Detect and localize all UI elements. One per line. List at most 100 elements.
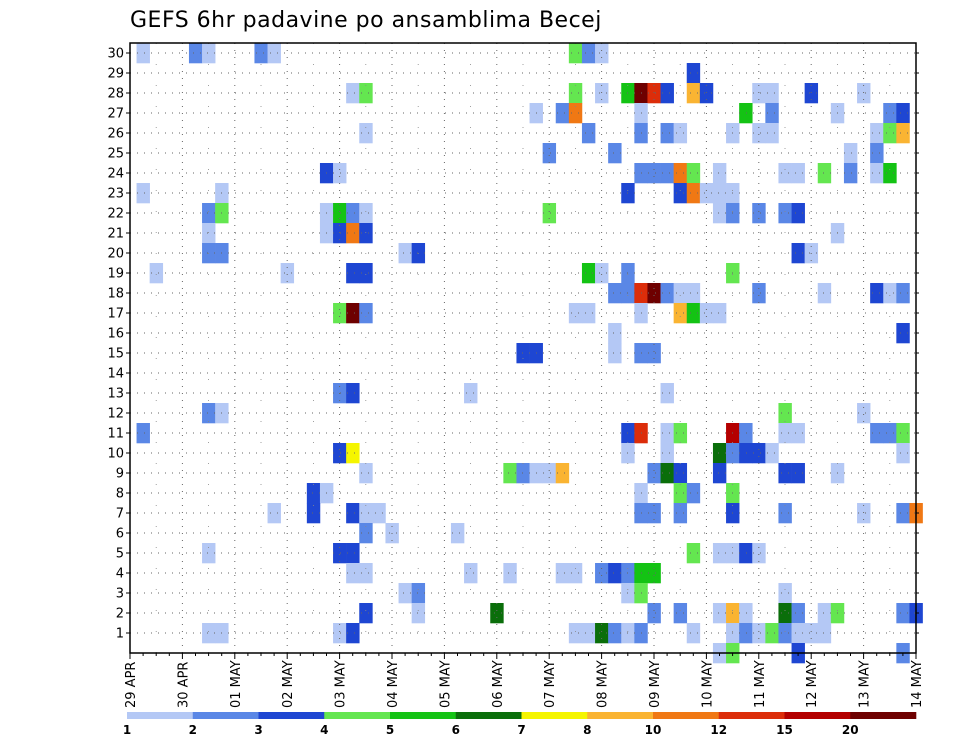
y-tick-label: 25 <box>107 147 124 162</box>
precip-cell <box>359 563 373 584</box>
y-tick-label: 2 <box>116 607 124 622</box>
colorbar-swatch <box>192 712 259 719</box>
precip-cell <box>686 303 701 324</box>
precip-cell <box>595 83 609 104</box>
precip-cell <box>778 623 792 644</box>
x-axis: 29 APR 30 APR 01 MAY 02 MAY 03 MAY 04 MAY 05 M… <box>124 653 925 708</box>
precip-cell <box>346 543 360 564</box>
colorbar-label: 1 <box>123 723 131 737</box>
x-tick-label: 01 MAY <box>229 660 244 708</box>
precip-cell <box>581 263 596 284</box>
precip-cell <box>896 443 910 464</box>
precip-cell <box>136 183 150 204</box>
precip-cell <box>739 603 753 624</box>
precip-cell <box>765 123 779 144</box>
precip-cell <box>896 323 910 344</box>
precip-cell <box>581 123 596 144</box>
precip-cell <box>673 123 688 144</box>
precip-cell <box>857 83 871 104</box>
grid-layer <box>130 43 916 653</box>
precip-cell <box>254 43 268 64</box>
x-tick-label: 14 MAY <box>910 660 925 708</box>
precip-cell <box>581 303 596 324</box>
precip-cell <box>542 203 557 224</box>
x-tick-label: 10 MAY <box>700 660 715 708</box>
precip-cell <box>712 463 727 484</box>
precip-cell <box>791 163 805 184</box>
precip-cell <box>686 543 701 564</box>
precip-cell <box>346 623 360 644</box>
precip-cell <box>346 263 360 284</box>
precip-cell <box>791 243 805 264</box>
precip-cell <box>673 483 688 504</box>
precip-cell <box>778 503 792 524</box>
precip-cell <box>647 343 661 364</box>
colorbar-label: 5 <box>386 723 394 737</box>
precip-cell <box>136 43 150 64</box>
y-tick-label: 10 <box>107 447 124 462</box>
precip-cell <box>739 623 753 644</box>
precip-cell <box>765 103 779 124</box>
precip-cell <box>752 443 766 464</box>
precip-cell <box>739 443 753 464</box>
precip-cell <box>883 123 897 144</box>
precip-cell <box>359 83 373 104</box>
precip-cell <box>346 303 360 324</box>
precip-cell <box>673 283 688 304</box>
precip-cell <box>765 443 779 464</box>
precip-cell <box>608 143 622 164</box>
precip-cell <box>804 623 819 644</box>
precip-cell <box>280 263 295 284</box>
precip-cell <box>896 503 910 524</box>
precip-cell <box>752 283 766 304</box>
colorbar-label: 12 <box>710 723 727 737</box>
precip-cell <box>568 83 583 104</box>
precip-cell <box>359 463 373 484</box>
precip-cell <box>791 423 805 444</box>
x-tick-label: 30 APR <box>176 662 191 708</box>
precip-cell <box>568 623 583 644</box>
y-tick-label: 6 <box>116 527 124 542</box>
precip-cell <box>333 303 347 324</box>
precip-cell <box>712 183 727 204</box>
precip-cell <box>739 103 753 124</box>
precip-cell <box>568 43 583 64</box>
precip-cell <box>464 383 478 404</box>
y-tick-label: 1 <box>116 627 124 642</box>
x-tick-label: 09 MAY <box>648 660 663 708</box>
colorbar-label: 7 <box>517 723 525 737</box>
precip-cell <box>712 203 727 224</box>
colorbar-swatch <box>127 712 194 719</box>
precip-cell <box>712 543 727 564</box>
y-tick-label: 24 <box>107 167 124 182</box>
precip-cell <box>673 603 688 624</box>
precip-cell <box>464 563 478 584</box>
colorbar-label: 4 <box>320 723 328 737</box>
precip-cell <box>398 583 412 604</box>
precip-cell <box>306 483 321 504</box>
precip-cell <box>333 623 347 644</box>
y-tick-label: 4 <box>116 567 124 582</box>
precip-cell <box>712 443 727 464</box>
colorbar-label: 2 <box>189 723 197 737</box>
precip-cell <box>503 463 517 484</box>
y-tick-label: 11 <box>107 427 124 442</box>
precip-cell <box>883 163 897 184</box>
precip-cell <box>516 463 530 484</box>
precip-cell <box>739 423 753 444</box>
precip-cell <box>870 283 884 304</box>
chart-title: GEFS 6hr padavine po ansamblima Becej <box>130 8 602 33</box>
precip-cell <box>778 203 792 224</box>
precip-cell <box>843 163 858 184</box>
precip-cell <box>333 543 347 564</box>
y-tick-label: 12 <box>107 407 124 422</box>
precip-cell <box>542 143 557 164</box>
cells-layer <box>136 43 923 664</box>
precip-cell <box>752 623 766 644</box>
precip-cell <box>149 263 164 284</box>
precip-cell <box>660 283 674 304</box>
precip-cell <box>673 183 688 204</box>
precip-cell <box>673 463 688 484</box>
precip-cell <box>608 283 622 304</box>
